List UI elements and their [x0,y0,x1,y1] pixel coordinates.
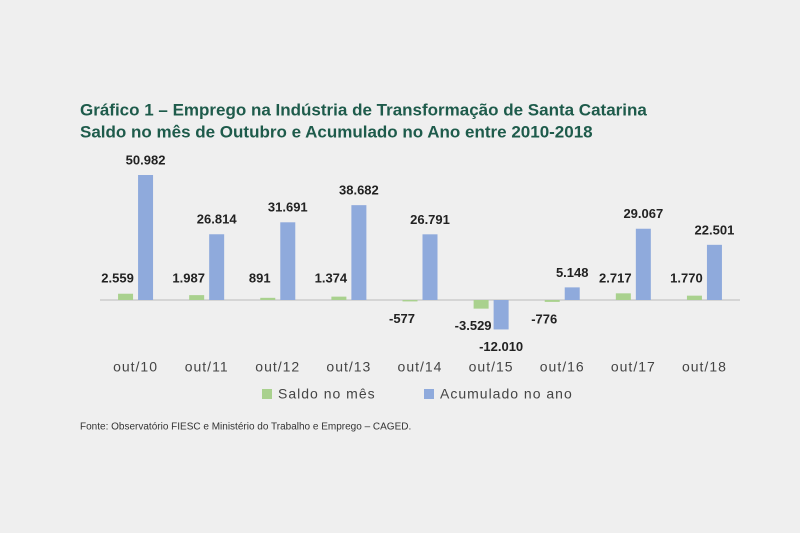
bar [280,222,296,300]
value-label: -12.010 [479,339,523,354]
x-tick-label: out/17 [611,359,656,375]
x-tick-label: out/11 [185,359,229,375]
x-tick-label: out/10 [113,359,158,375]
bar [635,228,651,300]
chart-subtitle: Saldo no mês de Outubro e Acumulado no A… [80,122,593,141]
bar [706,244,722,300]
bar [473,300,489,309]
bar [331,296,347,300]
value-label: 1.770 [670,270,703,285]
x-tick-label: out/13 [326,359,371,375]
value-label: 50.982 [126,152,166,167]
bar [422,234,438,300]
value-label: 5.148 [556,265,589,280]
chart-title: Gráfico 1 – Emprego na Indústria de Tran… [80,100,647,119]
x-tick-label: out/15 [469,359,514,375]
x-tick-label: out/18 [682,359,727,375]
value-label: -3.529 [455,318,492,333]
bar [544,300,560,302]
bar [686,295,702,300]
value-label: 1.987 [172,270,205,285]
legend-label: Acumulado no ano [440,386,573,402]
value-label: 38.682 [339,183,379,198]
value-label: 26.814 [197,212,238,227]
x-tick-label: out/16 [540,359,585,375]
value-label: 891 [249,270,271,285]
bar [564,287,580,300]
bar [189,295,205,300]
legend-swatch [262,389,272,399]
bar [493,300,509,330]
bar [402,300,418,302]
x-tick-label: out/12 [255,359,300,375]
value-label: 2.717 [599,270,632,285]
value-label: 29.067 [623,206,663,221]
bar [615,293,631,300]
value-label: 26.791 [410,212,450,227]
x-tick-label: out/14 [398,359,443,375]
bar [138,175,154,300]
bar [118,293,134,300]
bar [351,205,367,300]
legend-swatch [424,389,434,399]
legend-label: Saldo no mês [278,386,376,402]
value-label: 1.374 [315,270,348,285]
source: Fonte: Observatório FIESC e Ministério d… [80,422,411,433]
value-label: 22.501 [695,222,735,237]
bar [260,297,276,300]
value-label: 2.559 [101,270,134,285]
value-label: -776 [531,311,557,326]
value-label: -577 [389,311,415,326]
bar [209,234,225,300]
value-label: 31.691 [268,200,308,215]
